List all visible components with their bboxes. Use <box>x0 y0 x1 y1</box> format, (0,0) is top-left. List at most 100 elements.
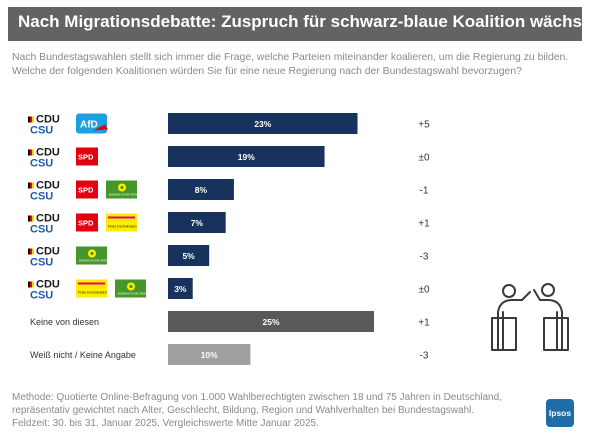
cdu-flag-red <box>30 248 32 255</box>
footer-line-1: Methode: Quotierte Online-Befragung von … <box>12 392 502 403</box>
cdu-logo-text: CDU <box>36 180 60 192</box>
change-label: -1 <box>420 186 429 197</box>
fdp-logo-box <box>76 279 107 298</box>
cdu-flag-black <box>28 116 30 123</box>
cdu-flag-red <box>30 116 32 123</box>
spd-logo-text: SPD <box>78 186 94 195</box>
gruene-logo-text: BÜNDNIS 90 DIE GRÜNEN <box>79 259 111 263</box>
change-label: +5 <box>418 120 430 131</box>
cdu-logo-text: CDU <box>36 279 60 291</box>
cdu-flag-black <box>28 248 30 255</box>
csu-logo-text: CSU <box>30 224 53 236</box>
cdu-flag-red <box>30 215 32 222</box>
bar-value-label: 23% <box>254 119 271 129</box>
change-label: +1 <box>418 318 430 329</box>
person-right-head <box>541 283 555 297</box>
podium-left <box>491 317 517 351</box>
bar-value-label: 8% <box>195 185 208 195</box>
bar <box>168 311 374 332</box>
bar <box>168 113 358 134</box>
cdu-flag-black <box>28 281 30 288</box>
gruene-logo-text: BÜNDNIS 90 DIE GRÜNEN <box>109 193 141 197</box>
csu-logo-text: CSU <box>30 290 53 302</box>
csu-logo-text: CSU <box>30 257 53 269</box>
cdu-flag-gold <box>32 248 34 255</box>
change-label: ±0 <box>418 285 429 296</box>
bar-value-label: 10% <box>201 350 218 360</box>
methodology-note: Methode: Quotierte Online-Befragung von … <box>12 391 532 430</box>
cdu-flag-gold <box>32 281 34 288</box>
ipsos-logo: Ipsos <box>546 399 574 427</box>
gruene-logo-center <box>129 284 133 289</box>
gruene-logo-center <box>120 185 124 190</box>
cdu-flag-gold <box>32 215 34 222</box>
fdp-logo-box <box>106 213 137 232</box>
cdu-flag-black <box>28 149 30 156</box>
podium-right <box>543 317 569 351</box>
page-title: Nach Migrationsdebatte: Zuspruch für sch… <box>8 7 582 41</box>
cdu-logo-text: CDU <box>36 114 60 126</box>
change-label: -3 <box>420 351 429 362</box>
bar <box>168 212 226 233</box>
cdu-flag-gold <box>32 182 34 189</box>
category-label: Keine von diesen <box>30 317 99 327</box>
bar <box>168 245 210 266</box>
csu-logo-text: CSU <box>30 158 53 170</box>
bar-value-label: 7% <box>191 218 204 228</box>
fdp-logo-stripe <box>108 216 135 219</box>
fdp-logo-text: Freie Demokraten <box>108 225 137 229</box>
cdu-flag-red <box>30 149 32 156</box>
bar-value-label: 25% <box>262 317 279 327</box>
change-label: -3 <box>420 252 429 263</box>
afd-logo-arrow <box>93 124 108 131</box>
bar-value-label: 5% <box>182 251 195 261</box>
cdu-logo-text: CDU <box>36 147 60 159</box>
change-label: +1 <box>418 219 430 230</box>
spd-logo-box <box>76 147 98 166</box>
csu-logo-text: CSU <box>30 191 53 203</box>
footer-line-2: repräsentativ gewichtet nach Alter, Gesc… <box>12 405 475 416</box>
gruene-logo-text: BÜNDNIS 90 DIE GRÜNEN <box>118 292 150 296</box>
fdp-logo-text: Freie Demokraten <box>78 291 107 295</box>
question-line-2: Welche der folgenden Koalitionen würden … <box>12 66 522 77</box>
bar <box>168 344 251 365</box>
person-left-body <box>497 291 531 351</box>
cdu-flag-gold <box>32 116 34 123</box>
cdu-flag-red <box>30 281 32 288</box>
cdu-flag-black <box>28 182 30 189</box>
fdp-logo-stripe <box>78 282 105 285</box>
bar-value-label: 3% <box>174 284 187 294</box>
afd-logo-text: AfD <box>80 120 98 131</box>
bar-value-label: 19% <box>238 152 255 162</box>
spd-logo-box <box>76 180 98 199</box>
question-line-1: Nach Bundestagswahlen stellt sich immer … <box>12 52 569 63</box>
gruene-logo-center <box>90 251 94 256</box>
cdu-logo-text: CDU <box>36 246 60 258</box>
bar <box>168 278 193 299</box>
spd-logo-box <box>76 213 98 232</box>
cdu-logo-text: CDU <box>36 213 60 225</box>
change-label: ±0 <box>418 153 429 164</box>
footer-line-3: Feldzeit: 30. bis 31. Januar 2025. Vergl… <box>12 418 319 429</box>
person-left-head <box>502 284 516 298</box>
people-discussion-icon <box>491 283 569 351</box>
cdu-flag-black <box>28 215 30 222</box>
chart-row: Weiß nicht / Keine Angabe 10% -3 <box>30 344 429 365</box>
category-label: Weiß nicht / Keine Angabe <box>30 350 136 360</box>
chart-row: Keine von diesen 25% +1 <box>30 311 430 332</box>
cdu-flag-gold <box>32 149 34 156</box>
bar <box>168 146 325 167</box>
